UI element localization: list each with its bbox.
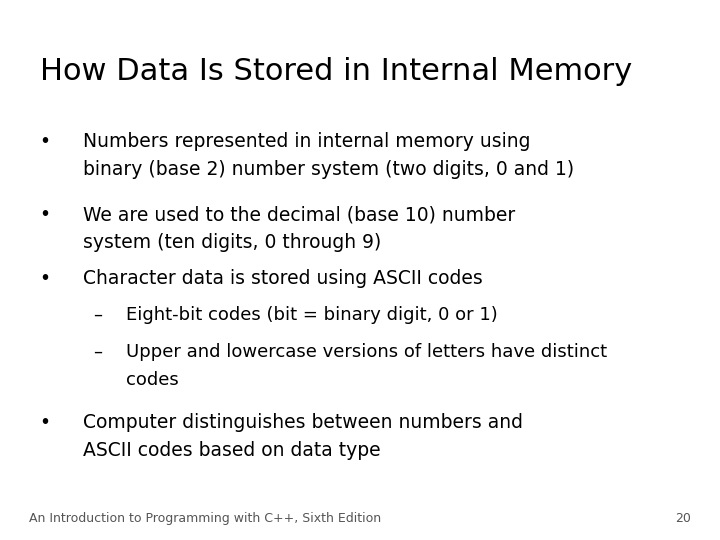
Text: –: –: [94, 343, 103, 361]
Text: 20: 20: [675, 512, 691, 525]
Text: Eight-bit codes (bit = binary digit, 0 or 1): Eight-bit codes (bit = binary digit, 0 o…: [126, 306, 498, 324]
Text: system (ten digits, 0 through 9): system (ten digits, 0 through 9): [83, 233, 381, 252]
Text: We are used to the decimal (base 10) number: We are used to the decimal (base 10) num…: [83, 205, 515, 224]
Text: An Introduction to Programming with C++, Sixth Edition: An Introduction to Programming with C++,…: [29, 512, 381, 525]
Text: Upper and lowercase versions of letters have distinct: Upper and lowercase versions of letters …: [126, 343, 607, 361]
Text: Computer distinguishes between numbers and: Computer distinguishes between numbers a…: [83, 413, 523, 432]
Text: How Data Is Stored in Internal Memory: How Data Is Stored in Internal Memory: [40, 57, 632, 86]
Text: binary (base 2) number system (two digits, 0 and 1): binary (base 2) number system (two digit…: [83, 160, 574, 179]
Text: ASCII codes based on data type: ASCII codes based on data type: [83, 441, 380, 460]
Text: •: •: [40, 132, 50, 151]
Text: Character data is stored using ASCII codes: Character data is stored using ASCII cod…: [83, 269, 482, 288]
Text: •: •: [40, 205, 50, 224]
Text: codes: codes: [126, 371, 179, 389]
Text: Numbers represented in internal memory using: Numbers represented in internal memory u…: [83, 132, 531, 151]
Text: •: •: [40, 269, 50, 288]
Text: –: –: [94, 306, 103, 324]
Text: •: •: [40, 413, 50, 432]
